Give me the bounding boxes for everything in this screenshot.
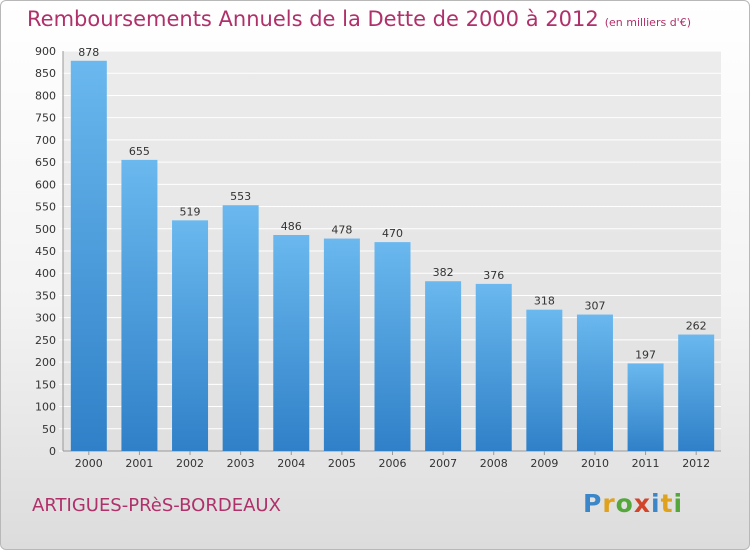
y-tick-label: 650: [35, 156, 56, 169]
y-tick-label: 600: [35, 178, 56, 191]
y-tick-label: 800: [35, 89, 56, 102]
bar-2000: [70, 60, 107, 452]
value-label-2005: 478: [331, 224, 352, 237]
y-tick-label: 700: [35, 134, 56, 147]
y-tick-label: 50: [42, 423, 56, 436]
y-tick-label: 400: [35, 267, 56, 280]
value-label-2009: 318: [534, 295, 555, 308]
value-label-2004: 486: [281, 220, 302, 233]
y-tick-label: 850: [35, 67, 56, 80]
proxiti-logo: Proxiti: [583, 489, 683, 518]
logo-letter: t: [660, 489, 674, 518]
logo-letter: o: [615, 489, 634, 518]
y-tick-label: 550: [35, 201, 56, 214]
value-label-2010: 307: [584, 300, 605, 313]
x-tick-label-2010: 2010: [581, 457, 609, 470]
y-tick-label: 0: [49, 445, 56, 458]
x-tick-label-2011: 2011: [632, 457, 660, 470]
x-tick-label-2006: 2006: [379, 457, 407, 470]
x-tick-label-2009: 2009: [530, 457, 558, 470]
y-tick-label: 200: [35, 356, 56, 369]
y-tick-label: 500: [35, 223, 56, 236]
bar-2002: [172, 220, 209, 451]
value-label-2011: 197: [635, 348, 656, 361]
bar-2009: [526, 309, 563, 451]
y-tick-label: 100: [35, 401, 56, 414]
value-label-2000: 878: [78, 46, 99, 59]
value-label-2002: 519: [180, 205, 201, 218]
bar-2012: [678, 334, 715, 451]
x-tick-label-2004: 2004: [277, 457, 305, 470]
logo-letter: i: [651, 489, 661, 518]
bar-2001: [121, 159, 158, 451]
y-tick-label: 150: [35, 378, 56, 391]
bar-2008: [475, 283, 512, 451]
bar-2011: [627, 363, 664, 451]
y-tick-label: 900: [35, 45, 56, 58]
x-tick-label-2005: 2005: [328, 457, 356, 470]
logo-letter: x: [633, 489, 651, 518]
chart-title: Remboursements Annuels de la Dette de 20…: [27, 7, 691, 31]
logo-letter: r: [602, 489, 616, 518]
bar-2005: [323, 238, 360, 451]
value-label-2012: 262: [686, 320, 707, 333]
y-tick-label: 250: [35, 334, 56, 347]
y-tick-label: 450: [35, 245, 56, 258]
chart-title-text: Remboursements Annuels de la Dette de 20…: [27, 7, 599, 31]
x-tick-label-2001: 2001: [125, 457, 153, 470]
city-name: ARTIGUES-PRèS-BORDEAUX: [32, 495, 281, 516]
logo-letter: i: [673, 489, 684, 518]
chart-unit: (en milliers d'€): [604, 16, 691, 29]
bar-2003: [222, 205, 259, 451]
value-label-2003: 553: [230, 190, 251, 203]
value-label-2001: 655: [129, 145, 150, 158]
y-tick-label: 300: [35, 312, 56, 325]
x-tick-label-2003: 2003: [227, 457, 255, 470]
x-tick-label-2002: 2002: [176, 457, 204, 470]
x-tick-label-2000: 2000: [75, 457, 103, 470]
bar-2010: [576, 314, 613, 451]
value-label-2008: 376: [483, 269, 504, 282]
bar-2004: [273, 235, 310, 451]
logo-letter: P: [583, 489, 603, 518]
value-label-2006: 470: [382, 227, 403, 240]
bar-2007: [425, 281, 462, 451]
x-tick-label-2008: 2008: [480, 457, 508, 470]
y-tick-label: 350: [35, 289, 56, 302]
value-label-2007: 382: [433, 266, 454, 279]
y-tick-label: 750: [35, 112, 56, 125]
x-tick-label-2007: 2007: [429, 457, 457, 470]
x-tick-label-2012: 2012: [682, 457, 710, 470]
bar-2006: [374, 242, 411, 451]
